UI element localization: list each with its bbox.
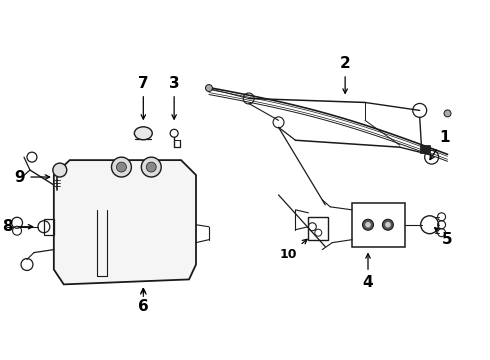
Polygon shape [54,160,196,284]
Circle shape [112,157,131,177]
Bar [420,145,430,153]
Circle shape [117,162,126,172]
Text: 4: 4 [363,254,373,290]
Text: 3: 3 [169,76,179,119]
Text: 10: 10 [280,239,307,261]
Text: 7: 7 [138,76,148,119]
Text: 2: 2 [340,56,350,93]
Circle shape [363,219,373,230]
Circle shape [147,162,156,172]
Ellipse shape [134,127,152,140]
Circle shape [53,163,67,177]
Text: 1: 1 [430,130,450,159]
Circle shape [365,222,371,228]
Text: 6: 6 [138,289,148,314]
Circle shape [444,110,451,117]
Circle shape [205,85,212,91]
Circle shape [385,222,391,228]
Text: 9: 9 [15,170,49,185]
Circle shape [382,219,393,230]
Circle shape [141,157,161,177]
Text: 8: 8 [2,219,33,234]
Text: 5: 5 [435,228,453,247]
